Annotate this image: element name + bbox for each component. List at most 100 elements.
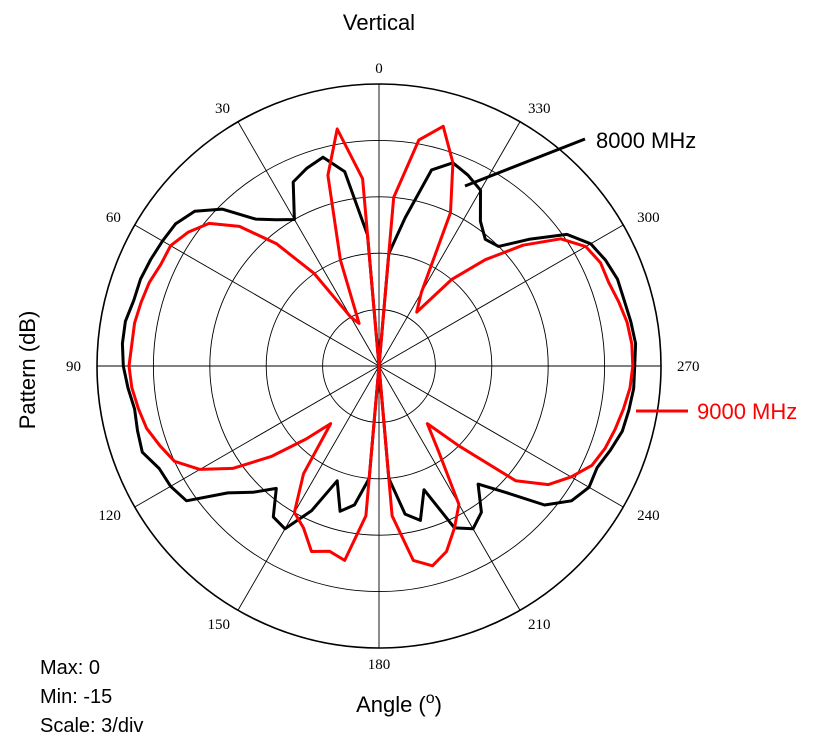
series-0-point-350 — [404, 217, 406, 219]
angle-tick-labels: 0 30 60 90 120 150 180 210 240 270 300 330 — [66, 61, 700, 673]
series-0-point-100 — [133, 408, 136, 410]
series-0-point-210 — [472, 527, 474, 530]
series-1-point-200 — [445, 550, 448, 553]
series-0-point-330 — [479, 189, 482, 192]
series-1-point-80 — [133, 322, 136, 324]
series-0-point-320 — [484, 238, 487, 241]
series-1-point-310 — [522, 244, 524, 247]
series-1-point-160 — [310, 550, 313, 553]
series-0-point-305 — [566, 233, 568, 236]
series-1-point-135 — [305, 438, 307, 440]
angle-tick-label-330: 330 — [528, 101, 551, 117]
series-1-point-355 — [392, 196, 395, 199]
series-1-point-170 — [343, 559, 346, 562]
series-1-point-85 — [130, 343, 133, 346]
series-1-point-270 — [631, 365, 634, 367]
series-1-point-115 — [173, 460, 176, 463]
series-1-point-225 — [457, 444, 460, 447]
series-0-point-165 — [339, 510, 341, 513]
series-0-point-85 — [121, 342, 124, 345]
series-1-point-255 — [614, 428, 616, 431]
series-1-point-290 — [607, 281, 610, 284]
series-1-point-125 — [231, 467, 234, 470]
legend-label-8000: 8000 MHz — [596, 128, 696, 153]
series-1-point-175 — [365, 514, 367, 517]
angle-tick-label-30: 30 — [215, 101, 230, 117]
series-1-point-190 — [412, 559, 415, 562]
series-1-point-40 — [275, 242, 278, 245]
series-0-point-220 — [477, 483, 479, 485]
series-1-point-340 — [452, 161, 454, 164]
series-0-point-170 — [353, 504, 356, 506]
y-axis-label: Pattern (dB) — [15, 311, 40, 430]
series-0-point-275 — [634, 342, 637, 345]
series-1-point-280 — [626, 321, 628, 324]
series-1-point-210 — [458, 503, 460, 506]
angle-tick-label-300: 300 — [637, 210, 660, 226]
series-0-point-345 — [430, 169, 433, 171]
series-0-point-145 — [272, 516, 275, 518]
angle-tick-label-210: 210 — [528, 617, 551, 633]
series-0-point-40 — [254, 218, 257, 221]
series-1-point-70 — [148, 281, 151, 284]
series-1-point-130 — [270, 455, 272, 458]
series-1-point-330 — [420, 291, 423, 294]
series-line-1 — [127, 124, 635, 568]
series-0-point-235 — [570, 499, 573, 502]
footer-min: Min: -15 — [40, 686, 113, 708]
series-0-point-70 — [139, 278, 142, 281]
x-axis-label-text: Angle — [356, 692, 412, 717]
series-1-point-110 — [159, 444, 161, 447]
series-1-point-265 — [629, 387, 631, 389]
series-0-point-315 — [497, 245, 500, 248]
series-1-point-120 — [199, 468, 201, 471]
series-0-point-290 — [616, 278, 619, 281]
series-1-point-10 — [336, 128, 339, 130]
x-axis-label: Angle (o) — [356, 690, 442, 717]
series-1-point-230 — [514, 479, 517, 482]
series-1-point-90 — [128, 365, 130, 367]
series-1-point-30 — [349, 316, 352, 319]
series-1-point-140 — [329, 422, 332, 425]
series-0-point-80 — [124, 320, 127, 323]
series-1-point-55 — [187, 231, 189, 234]
series-layer — [120, 124, 638, 568]
series-0-point-120 — [169, 485, 172, 488]
series-0-point-95 — [127, 387, 129, 389]
series-0-point-75 — [132, 299, 135, 302]
series-1-point-95 — [130, 386, 133, 389]
series-1-point-300 — [584, 245, 587, 248]
series-1-point-150 — [293, 511, 296, 514]
series-0-point-15 — [322, 156, 324, 159]
series-0-point-215 — [480, 511, 483, 514]
series-1-point-335 — [449, 211, 452, 214]
series-0-point-25 — [292, 181, 295, 183]
series-0-point-325 — [479, 220, 482, 223]
series-1-point-15 — [327, 174, 329, 177]
angle-tick-label-180: 180 — [368, 657, 391, 673]
series-0-point-200 — [423, 488, 425, 491]
angle-tick-label-120: 120 — [98, 508, 121, 524]
footer-scale: Scale: 3/div — [40, 715, 144, 737]
angle-tick-label-270: 270 — [677, 359, 700, 375]
series-0-point-45 — [221, 208, 224, 211]
series-1-point-185 — [391, 514, 393, 517]
series-0-point-90 — [122, 365, 125, 367]
footer-max: Max: 0 — [40, 657, 101, 679]
series-1-point-295 — [599, 261, 602, 264]
series-1-point-250 — [604, 447, 606, 450]
series-0-point-60 — [161, 240, 164, 242]
series-0-point-115 — [158, 467, 161, 470]
series-0-point-295 — [604, 259, 607, 262]
series-0-point-140 — [275, 487, 278, 490]
series-1-point-350 — [417, 139, 420, 142]
series-0-point-65 — [149, 258, 152, 261]
series-0-point-260 — [628, 409, 630, 411]
series-0-point-255 — [621, 430, 624, 433]
x-axis-label-degree: o — [426, 690, 435, 707]
series-1-point-305 — [559, 237, 562, 240]
angle-tick-label-150: 150 — [208, 617, 231, 633]
series-0-point-230 — [543, 504, 546, 506]
series-0-point-300 — [589, 242, 592, 245]
